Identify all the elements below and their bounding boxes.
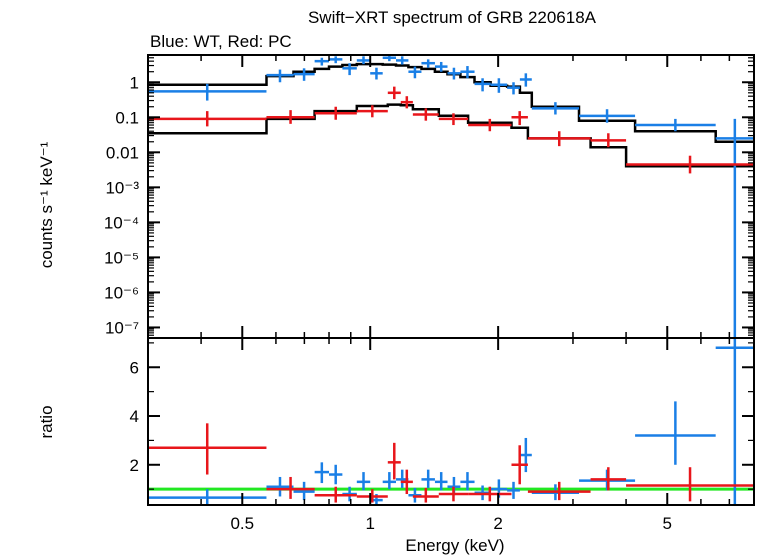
y-tick-label: 10⁻⁵ <box>104 248 139 267</box>
y-tick-label: 2 <box>130 456 139 475</box>
y-tick-label: 10⁻⁷ <box>105 318 139 337</box>
data-point-wt <box>382 472 397 490</box>
data-point-pc <box>468 486 512 502</box>
data-point-pc <box>387 442 401 480</box>
data-point-pc <box>527 481 591 501</box>
data-point-wt <box>447 67 461 80</box>
data-point-wt <box>266 69 294 83</box>
data-point-wt <box>531 102 580 115</box>
y-tick-label: 0.1 <box>115 108 139 127</box>
axes-layer: 1 0.1 0.01 10⁻³ 10⁻⁴ 10⁻⁵ 10⁻⁶ 10⁻⁷ 2 4 6 0.5 1 2 5 <box>104 54 755 533</box>
y-axis-label-spectrum: counts s⁻¹ keV⁻¹ <box>37 141 56 268</box>
data-point-wt <box>434 61 448 72</box>
y-tick-label: 10⁻⁶ <box>104 283 139 302</box>
data-point-pc <box>400 469 413 495</box>
data-point-pc <box>148 111 267 127</box>
data-point-wt <box>635 118 716 132</box>
data-point-pc <box>412 487 439 503</box>
model-curve-1 <box>148 103 754 168</box>
data-point-pc <box>626 467 754 502</box>
y-tick-label: 6 <box>130 358 139 377</box>
panel-frame-spectrum <box>147 54 755 339</box>
data-point-pc <box>412 108 439 121</box>
data-point-wt <box>460 472 475 491</box>
data-point-wt <box>314 462 330 484</box>
data-point-wt <box>715 118 754 338</box>
x-tick-label: 5 <box>663 514 672 533</box>
data-point-wt <box>421 469 435 488</box>
data-point-wt <box>396 56 409 65</box>
y-tick-label: 10⁻³ <box>105 178 139 197</box>
data-point-pc <box>511 111 528 126</box>
data-point-pc <box>527 131 591 147</box>
data-point-pc <box>356 489 388 503</box>
data-point-wt <box>356 472 371 491</box>
data-point-pc <box>511 445 528 485</box>
data-point-pc <box>400 96 413 109</box>
data-point-pc <box>626 155 754 174</box>
data-point-wt <box>342 63 357 76</box>
data-point-wt <box>434 472 448 491</box>
data-point-wt <box>421 59 435 68</box>
data-point-wt <box>329 56 343 64</box>
data-point-pc <box>590 467 627 491</box>
model-curve-0 <box>148 62 754 144</box>
data-point-wt <box>148 489 267 505</box>
x-axis-label: Energy (keV) <box>405 536 504 555</box>
data-point-wt <box>579 109 636 123</box>
data-point-pc <box>590 133 627 148</box>
x-tick-label: 1 <box>365 514 374 533</box>
data-point-wt <box>266 476 294 497</box>
data-point-wt <box>293 68 315 81</box>
data-point-wt <box>635 401 716 465</box>
data-point-pc <box>438 486 469 502</box>
model-layer <box>148 62 754 168</box>
data-point-pc <box>438 113 469 126</box>
data-point-wt <box>314 57 330 66</box>
data-point-wt <box>507 481 520 499</box>
data-point-wt <box>408 66 422 79</box>
data-point-pc <box>266 476 315 499</box>
data-point-wt <box>715 338 754 505</box>
y-tick-label: 1 <box>130 73 139 92</box>
y-tick-label: 10⁻⁴ <box>104 213 139 232</box>
data-layer <box>148 55 754 505</box>
data-point-wt <box>507 82 520 95</box>
data-point-pc <box>266 110 315 124</box>
y-axis-label-ratio: ratio <box>37 405 56 438</box>
data-point-pc <box>148 423 267 475</box>
data-point-wt <box>148 83 267 101</box>
data-point-wt <box>382 55 397 62</box>
data-point-pc <box>387 86 401 100</box>
data-point-pc <box>314 486 357 503</box>
data-point-pc <box>356 105 388 118</box>
panel-frame-ratio <box>147 337 755 506</box>
data-point-wt <box>370 67 383 80</box>
data-point-pc <box>314 106 357 120</box>
data-point-wt <box>460 66 475 79</box>
x-tick-label: 2 <box>493 514 502 533</box>
chart-title: Swift−XRT spectrum of GRB 220618A <box>308 8 597 27</box>
data-point-wt <box>356 56 371 65</box>
data-point-wt <box>490 78 508 93</box>
y-tick-label: 4 <box>130 407 139 426</box>
data-point-wt <box>293 481 315 501</box>
data-point-wt <box>474 78 491 92</box>
data-point-wt <box>329 464 343 485</box>
chart-subtitle: Blue: WT, Red: PC <box>150 32 292 51</box>
y-tick-label: 0.01 <box>106 143 139 162</box>
data-point-wt <box>519 437 532 473</box>
x-tick-label: 0.5 <box>230 514 254 533</box>
data-point-pc <box>468 118 512 132</box>
data-point-wt <box>519 73 532 87</box>
